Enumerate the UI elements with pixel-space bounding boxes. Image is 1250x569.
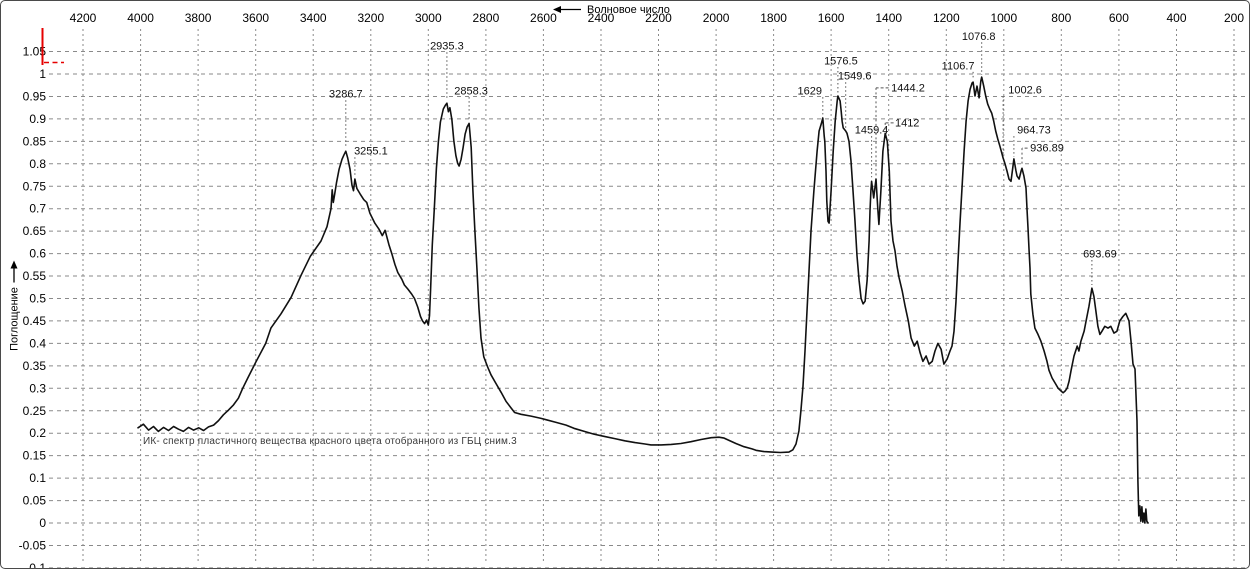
x-tick-label: 1600 [818,11,845,25]
y-tick-label: 1 [39,67,46,81]
x-tick-label: 2800 [473,11,500,25]
peak-label: 3286.7 [329,89,363,101]
x-axis-title: Волновое число [553,2,670,17]
peak-label: 1576.5 [824,56,858,68]
y-tick-label: -0.1 [25,561,46,569]
x-tick-label: 3800 [185,11,212,25]
y-tick-label: 0.9 [29,112,46,126]
y-axis-title: Поглощение [7,231,22,381]
y-tick-label: 0.25 [23,404,47,418]
x-tick-label: 4200 [70,11,97,25]
x-tick-label: 2000 [703,11,730,25]
x-tick-label: 200 [1224,11,1244,25]
peak-label: 1444.2 [891,82,925,94]
peak-label: 1106.7 [942,60,975,72]
x-tick-label: 800 [1051,11,1071,25]
x-tick-label: 1800 [760,11,787,25]
x-tick-label: 3400 [300,11,327,25]
y-tick-label: 1.05 [23,45,47,59]
x-tick-label: 2200 [645,11,672,25]
peak-label: 964.73 [1017,125,1051,137]
y-tick-label: 0.35 [23,359,47,373]
y-tick-label: 0.1 [29,471,46,485]
peak-label: 2858.3 [454,86,488,98]
x-tick-label: 4000 [127,11,154,25]
x-tick-label: 600 [1109,11,1129,25]
peak-label: 3255.1 [354,146,388,158]
x-axis-title-text: Волновое число [587,3,670,16]
x-tick-label: 3600 [242,11,269,25]
y-tick-label: 0.8 [29,157,46,171]
y-tick-label: 0.45 [23,314,47,328]
peak-label: 1549.6 [838,71,872,83]
x-tick-label: 2400 [588,11,615,25]
peak-label: 1412 [895,117,919,129]
x-tick-label: 400 [1166,11,1186,25]
x-tick-label: 3200 [357,11,384,25]
left-arrow-icon [553,6,581,13]
x-tick-label: 1200 [933,11,960,25]
peak-label: 1629 [798,86,822,98]
y-tick-label: 0.2 [29,426,46,440]
peak-label: 1076.8 [962,31,996,43]
peak-label: 936.89 [1030,143,1064,155]
y-tick-label: 0.85 [23,134,47,148]
y-tick-label: 0.6 [29,247,46,261]
y-tick-label: 0.5 [29,292,46,306]
y-tick-label: 0.15 [23,449,47,463]
peak-label: 693.69 [1083,249,1117,261]
y-axis-title-text: Поглощение [8,287,20,351]
y-tick-label: 0.55 [23,269,47,283]
spectrum-curve [137,76,1149,524]
y-tick-label: -0.05 [19,539,47,553]
y-tick-label: 0.05 [23,494,47,508]
y-tick-label: 0.4 [29,336,46,350]
y-tick-label: 0 [39,516,46,530]
y-tick-label: 0.95 [23,90,47,104]
x-tick-label: 1400 [875,11,902,25]
y-tick-label: 0.3 [29,381,46,395]
y-tick-label: 0.65 [23,224,47,238]
peak-label: 1459.4 [855,125,889,137]
x-tick-label: 2600 [530,11,557,25]
y-tick-label: 0.7 [29,202,46,216]
peak-label: 2935.3 [430,41,464,53]
peak-label: 1002.6 [1008,85,1042,97]
up-arrow-icon [10,260,18,283]
caption-text: ИК- спектр пластичного вещества красного… [143,436,517,447]
x-tick-label: 3000 [415,11,442,25]
x-tick-label: 1000 [990,11,1017,25]
y-tick-label: 0.75 [23,179,47,193]
